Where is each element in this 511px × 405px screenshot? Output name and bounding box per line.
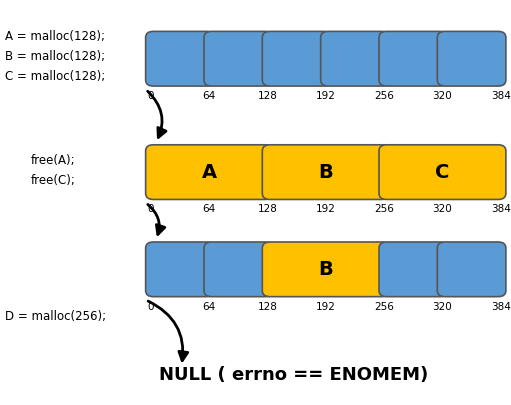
- FancyBboxPatch shape: [146, 32, 214, 86]
- Text: 0: 0: [148, 301, 154, 311]
- FancyBboxPatch shape: [204, 242, 272, 296]
- Text: free(A);
free(C);: free(A); free(C);: [31, 153, 76, 187]
- Text: 384: 384: [491, 91, 510, 101]
- Text: 384: 384: [491, 205, 510, 214]
- Text: 64: 64: [202, 301, 216, 311]
- Text: A = malloc(128);
B = malloc(128);
C = malloc(128);: A = malloc(128); B = malloc(128); C = ma…: [5, 30, 105, 83]
- FancyBboxPatch shape: [437, 32, 506, 86]
- Text: B: B: [318, 163, 333, 181]
- Text: 0: 0: [148, 91, 154, 101]
- Text: B: B: [318, 260, 333, 279]
- FancyBboxPatch shape: [379, 145, 506, 200]
- FancyBboxPatch shape: [379, 242, 448, 296]
- Text: D = malloc(256);: D = malloc(256);: [5, 310, 106, 324]
- FancyBboxPatch shape: [262, 32, 331, 86]
- FancyBboxPatch shape: [262, 145, 389, 200]
- Text: 0: 0: [148, 205, 154, 214]
- FancyBboxPatch shape: [204, 32, 272, 86]
- Text: 384: 384: [491, 301, 510, 311]
- Text: 128: 128: [258, 205, 277, 214]
- Text: 128: 128: [258, 91, 277, 101]
- FancyBboxPatch shape: [262, 242, 389, 296]
- Text: 128: 128: [258, 301, 277, 311]
- Text: 64: 64: [202, 205, 216, 214]
- FancyBboxPatch shape: [379, 32, 448, 86]
- Text: A: A: [201, 163, 217, 181]
- Text: 256: 256: [374, 205, 394, 214]
- FancyBboxPatch shape: [146, 242, 214, 296]
- Text: 320: 320: [433, 301, 452, 311]
- FancyBboxPatch shape: [146, 145, 272, 200]
- Text: 192: 192: [316, 205, 336, 214]
- Text: C: C: [435, 163, 450, 181]
- Text: 256: 256: [374, 301, 394, 311]
- FancyBboxPatch shape: [437, 242, 506, 296]
- Text: 192: 192: [316, 91, 336, 101]
- Text: 320: 320: [433, 91, 452, 101]
- Text: NULL ( errno == ENOMEM): NULL ( errno == ENOMEM): [159, 366, 428, 384]
- Text: 256: 256: [374, 91, 394, 101]
- Text: 192: 192: [316, 301, 336, 311]
- Text: 320: 320: [433, 205, 452, 214]
- FancyBboxPatch shape: [321, 32, 389, 86]
- Text: 64: 64: [202, 91, 216, 101]
